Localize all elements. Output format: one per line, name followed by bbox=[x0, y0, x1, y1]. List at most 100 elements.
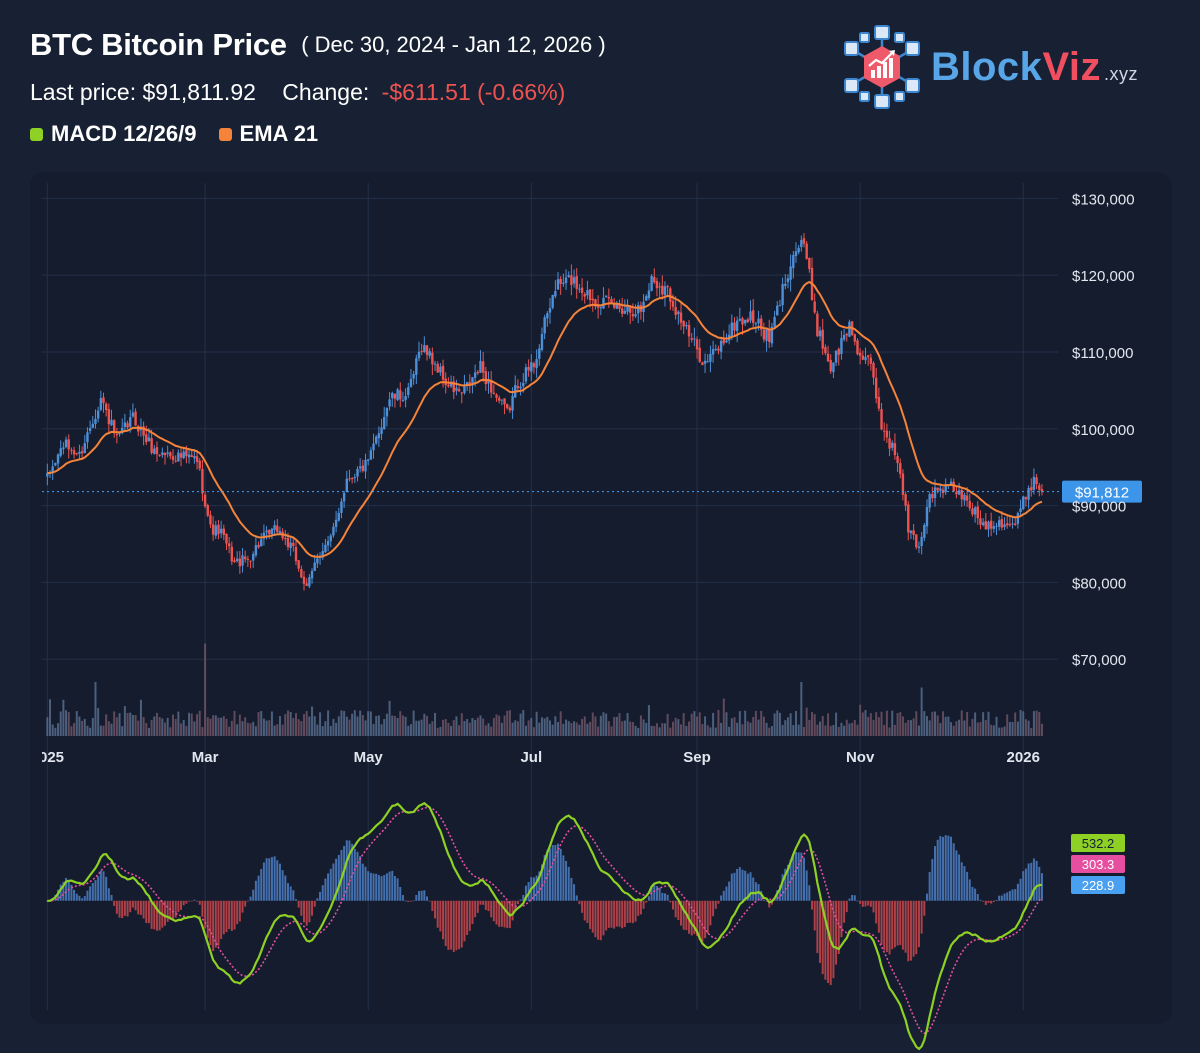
histogram-bar bbox=[784, 868, 787, 901]
volume-bar bbox=[709, 727, 712, 736]
candle-body bbox=[832, 362, 835, 373]
volume-bar bbox=[115, 717, 118, 736]
histogram-bar bbox=[65, 877, 68, 901]
volume-bar bbox=[1006, 714, 1009, 736]
histogram-bar bbox=[674, 900, 677, 918]
candle-body bbox=[797, 247, 800, 253]
candle-body bbox=[562, 282, 565, 284]
histogram-bar bbox=[915, 900, 918, 955]
candle-body bbox=[294, 547, 298, 562]
blockviz-logo[interactable]: BlockViz .xyz bbox=[843, 24, 1138, 110]
candle-body bbox=[917, 546, 921, 549]
histogram-bar bbox=[888, 900, 891, 955]
volume-bar bbox=[626, 713, 629, 736]
volume-bar bbox=[458, 725, 461, 736]
histogram-bar bbox=[984, 900, 987, 905]
candle-body bbox=[511, 395, 514, 411]
candle-body bbox=[1035, 477, 1038, 485]
histogram-bar bbox=[982, 900, 985, 902]
volume-bar bbox=[634, 725, 637, 736]
volume-bar bbox=[463, 720, 466, 736]
candle-body bbox=[800, 239, 803, 248]
y-tick-label: $130,000 bbox=[1072, 191, 1135, 208]
histogram-bar bbox=[786, 864, 789, 901]
histogram-bar bbox=[75, 893, 78, 901]
histogram-bar bbox=[864, 900, 867, 907]
volume-bar bbox=[867, 716, 870, 736]
volume-bar bbox=[827, 713, 830, 736]
volume-bar bbox=[607, 721, 610, 736]
histogram-bar bbox=[519, 899, 522, 901]
histogram-bar bbox=[899, 900, 902, 946]
histogram-bar bbox=[70, 884, 73, 901]
volume-bar bbox=[348, 719, 351, 736]
histogram-bar bbox=[781, 874, 784, 901]
macd-value-tag: 532.2 bbox=[1082, 836, 1115, 851]
volume-bar bbox=[155, 712, 158, 736]
candle-body bbox=[246, 558, 250, 560]
histogram-bar bbox=[185, 900, 188, 904]
ema-line bbox=[47, 280, 1043, 558]
histogram-bar bbox=[206, 900, 209, 939]
volume-bar bbox=[292, 717, 295, 736]
histogram-bar bbox=[420, 890, 423, 901]
histogram-bar bbox=[712, 900, 715, 917]
histogram-bar bbox=[1038, 866, 1041, 901]
histogram-bar bbox=[800, 852, 803, 901]
volume-bar bbox=[121, 726, 124, 736]
histogram-bar bbox=[335, 858, 338, 901]
histogram-bar bbox=[805, 870, 808, 901]
volume-bar bbox=[265, 720, 268, 736]
candle-body bbox=[358, 466, 362, 469]
candle-body bbox=[361, 465, 365, 471]
legend-item-macd[interactable]: MACD 12/26/9 bbox=[30, 121, 197, 147]
volume-bar bbox=[573, 721, 576, 736]
candle-body bbox=[575, 276, 578, 289]
candle-body bbox=[933, 487, 937, 499]
histogram-bar bbox=[645, 900, 648, 903]
histogram-bar bbox=[1008, 890, 1011, 901]
candle-body bbox=[695, 339, 699, 350]
volume-bar bbox=[105, 714, 108, 736]
candle-body bbox=[1022, 496, 1025, 510]
histogram-bar bbox=[121, 900, 124, 919]
candle-body bbox=[297, 560, 300, 569]
volume-bar bbox=[899, 712, 902, 736]
candle-body bbox=[671, 300, 675, 307]
candle-body bbox=[899, 463, 902, 474]
legend-item-ema[interactable]: EMA 21 bbox=[218, 121, 318, 147]
legend-label-macd: MACD 12/26/9 bbox=[51, 121, 197, 146]
volume-bar bbox=[286, 710, 289, 736]
candle-body bbox=[891, 442, 894, 448]
histogram-bar bbox=[222, 900, 225, 935]
candle-body bbox=[254, 545, 258, 556]
candle-body bbox=[981, 522, 985, 526]
candle-body bbox=[968, 501, 971, 509]
histogram-bar bbox=[1014, 889, 1017, 901]
volume-bar bbox=[188, 712, 191, 736]
candle-body bbox=[174, 460, 177, 462]
histogram-bar bbox=[934, 846, 937, 901]
histogram-bar bbox=[455, 900, 458, 951]
volume-bar bbox=[214, 715, 217, 736]
histogram-bar bbox=[928, 871, 931, 901]
volume-bar bbox=[725, 712, 728, 736]
volume-bar bbox=[856, 724, 859, 736]
volume-bar bbox=[722, 698, 725, 736]
candle-body bbox=[489, 379, 493, 393]
volume-bar bbox=[816, 724, 819, 736]
candle-body bbox=[484, 371, 488, 385]
volume-bar bbox=[570, 723, 573, 736]
candle-body bbox=[784, 283, 787, 286]
candle-body bbox=[709, 353, 712, 362]
volume-bar bbox=[62, 699, 65, 736]
candle-body bbox=[955, 492, 958, 495]
histogram-bar bbox=[201, 900, 204, 917]
histogram-bar bbox=[134, 900, 137, 911]
volume-bar bbox=[249, 723, 252, 736]
candle-body bbox=[447, 384, 450, 387]
candle-body bbox=[219, 528, 223, 534]
candle-body bbox=[399, 390, 402, 400]
x-tick-label: Nov bbox=[846, 749, 875, 766]
